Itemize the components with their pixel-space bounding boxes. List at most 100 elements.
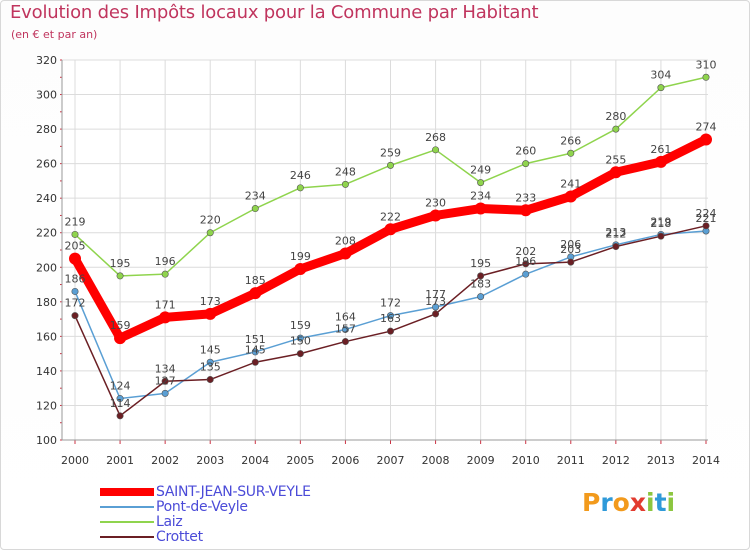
data-point-saint-jean-sur-veyle [204,307,217,320]
x-tick-label: 2000 [61,454,89,467]
y-tick-label: 120 [36,399,57,412]
data-label-pont-de-veyle: 206 [560,238,581,251]
legend-swatch [100,536,154,538]
data-point-pont-de-veyle [116,395,124,403]
y-tick-label: 320 [36,54,57,67]
data-label-laiz: 220 [200,214,221,227]
legend-label: Laiz [156,514,183,530]
data-label-pont-de-veyle: 221 [696,212,717,225]
data-label-laiz: 304 [650,69,671,82]
data-point-pont-de-veyle [206,358,214,366]
data-point-saint-jean-sur-veyle [609,166,622,179]
data-point-saint-jean-sur-veyle [564,190,577,203]
legend-item-saint-jean-sur-veyle: SAINT-JEAN-SUR-VEYLE [100,484,311,500]
data-point-laiz [341,180,349,188]
y-tick-label: 280 [36,123,57,136]
data-point-crottet [71,312,79,320]
data-label-crottet: 224 [696,207,717,220]
data-point-laiz [567,149,575,157]
data-label-saint-jean-sur-veyle: 230 [425,196,446,209]
data-point-pont-de-veyle [522,270,530,278]
data-point-laiz [206,229,214,237]
legend-item-pont-de-veyle: Pont-de-Veyle [100,499,248,515]
data-point-laiz [477,179,485,187]
y-tick-label: 220 [36,227,57,240]
data-label-pont-de-veyle: 151 [245,333,266,346]
y-tick-label: 240 [36,192,57,205]
chart-title: Evolution des Impôts locaux pour la Comm… [10,2,539,23]
data-label-saint-jean-sur-veyle: 159 [110,319,131,332]
data-point-pont-de-veyle [161,389,169,397]
x-tick-label: 2002 [151,454,179,467]
logo-letter: r [600,488,613,517]
legend-label: SAINT-JEAN-SUR-VEYLE [156,484,311,500]
x-tick-label: 2003 [196,454,224,467]
data-point-pont-de-veyle [296,334,304,342]
data-label-laiz: 246 [290,169,311,182]
x-tick-label: 2011 [557,454,585,467]
data-point-laiz [702,73,710,81]
legend-swatch [100,506,154,508]
legend-label: Pont-de-Veyle [156,499,248,515]
data-point-pont-de-veyle [251,348,259,356]
x-tick-label: 2007 [377,454,405,467]
data-point-laiz [161,270,169,278]
data-label-crottet: 218 [650,217,671,230]
y-tick-label: 200 [36,261,57,274]
data-point-saint-jean-sur-veyle [114,332,127,345]
data-point-laiz [71,230,79,238]
data-label-laiz: 259 [380,146,401,159]
data-point-laiz [296,184,304,192]
data-point-crottet [522,260,530,268]
data-label-laiz: 219 [65,215,86,228]
data-label-saint-jean-sur-veyle: 274 [696,120,717,133]
logo-letter: P [582,488,601,517]
data-label-laiz: 248 [335,165,356,178]
data-label-saint-jean-sur-veyle: 205 [65,240,86,253]
line-chart: 100 120 140 160 180 200 220 240 260 280 300 320 2000… [36,54,720,467]
x-tick-label: 2010 [512,454,540,467]
x-tick-label: 2014 [692,454,720,467]
data-label-pont-de-veyle: 164 [335,310,356,323]
data-label-crottet: 114 [110,397,131,410]
data-label-saint-jean-sur-veyle: 185 [245,274,266,287]
legend-item-crottet: Crottet [100,529,203,545]
data-point-crottet [161,377,169,385]
data-label-saint-jean-sur-veyle: 222 [380,210,401,223]
data-label-saint-jean-sur-veyle: 199 [290,250,311,263]
legend-item-laiz: Laiz [100,514,183,530]
x-tick-label: 2006 [331,454,359,467]
data-label-pont-de-veyle: 183 [470,278,491,291]
data-label-laiz: 196 [155,255,176,268]
logo-letter: i [666,488,676,517]
data-label-laiz: 268 [425,131,446,144]
data-label-saint-jean-sur-veyle: 261 [650,143,671,156]
data-label-pont-de-veyle: 172 [380,297,401,310]
y-tick-label: 100 [36,434,57,447]
data-point-pont-de-veyle [432,303,440,311]
data-point-laiz [251,205,259,213]
data-point-crottet [341,338,349,346]
data-label-pont-de-veyle: 186 [65,272,86,285]
data-point-pont-de-veyle [341,325,349,333]
data-label-crottet: 145 [245,343,266,356]
data-point-crottet [251,358,259,366]
y-tick-label: 160 [36,330,57,343]
x-tick-label: 2004 [241,454,269,467]
data-point-crottet [296,350,304,358]
data-label-crottet: 163 [380,312,401,325]
logo-letter: t [654,488,667,517]
y-tick-label: 300 [36,89,57,102]
legend-swatch [100,521,154,523]
data-point-crottet [612,243,620,251]
data-label-crottet: 157 [335,323,356,336]
data-point-laiz [386,161,394,169]
data-label-saint-jean-sur-veyle: 255 [605,153,626,166]
data-label-laiz: 260 [515,145,536,158]
data-point-pont-de-veyle [71,287,79,295]
data-point-saint-jean-sur-veyle [429,209,442,222]
data-point-crottet [477,272,485,280]
x-tick-label: 2008 [422,454,450,467]
data-point-pont-de-veyle [477,293,485,301]
proxiti-logo: Proxiti [582,488,675,517]
